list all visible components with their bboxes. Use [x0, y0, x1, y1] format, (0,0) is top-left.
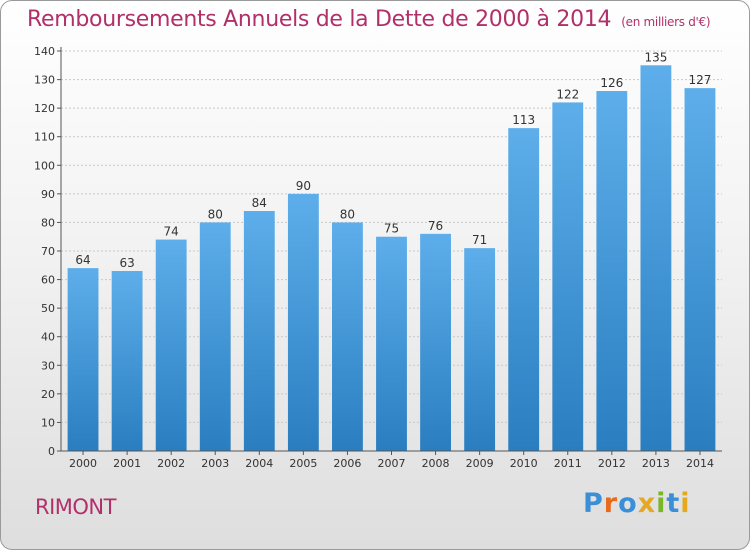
bar: [420, 233, 451, 451]
bar: [287, 193, 319, 451]
x-tick-label: 2010: [510, 457, 538, 470]
x-tick-label: 2003: [201, 457, 229, 470]
y-tick-label: 60: [41, 274, 55, 287]
x-tick-label: 2000: [69, 457, 97, 470]
x-tick-label: 2009: [466, 457, 494, 470]
bar: [464, 248, 496, 451]
x-tick-label: 2014: [686, 457, 714, 470]
chart-subtitle: (en milliers d'€): [621, 15, 711, 29]
bar-value-label: 75: [384, 222, 399, 236]
bar-value-label: 80: [340, 207, 355, 221]
y-tick-label: 0: [48, 445, 55, 458]
x-tick-label: 2012: [598, 457, 626, 470]
x-tick-label: 2002: [157, 457, 185, 470]
bar-value-label: 90: [296, 179, 311, 193]
bar: [155, 239, 187, 451]
bar: [552, 102, 584, 451]
x-tick-label: 2013: [642, 457, 670, 470]
logo-letter: P: [583, 488, 604, 519]
chart-title-text: Remboursements Annuels de la Dette de 20…: [27, 7, 612, 32]
axes: 0 10 20 30 40 50 60 70 80 90 100 110 120 130 140 2000 20…: [34, 45, 722, 470]
bar: [332, 222, 363, 451]
x-tick-label: 2007: [378, 457, 406, 470]
bar-value-label: 84: [252, 196, 267, 210]
x-tick-label: 2005: [289, 457, 317, 470]
y-tick-label: 100: [34, 159, 55, 172]
bar: [199, 222, 231, 451]
bar-value-label: 113: [512, 113, 535, 127]
x-tick-label: 2008: [422, 457, 450, 470]
bar-value-label: 74: [164, 225, 179, 239]
bars: 64 63 74 80 84 90 80 75 76 71 113 122 126 135 127: [67, 50, 716, 452]
y-tick-label: 130: [34, 74, 55, 87]
bar-value-label: 126: [600, 76, 623, 90]
bar-chart: 64 63 74 80 84 90 80 75 76 71 113 122 126 135 127 0 10 2…: [34, 45, 722, 470]
bar-value-label: 122: [556, 87, 579, 101]
logo-letter: i: [656, 488, 667, 519]
y-tick-label: 70: [41, 245, 55, 258]
bar: [67, 268, 99, 451]
y-tick-label: 40: [41, 331, 55, 344]
y-tick-label: 50: [41, 302, 55, 315]
y-tick-label: 20: [41, 388, 55, 401]
bar-value-label: 80: [208, 207, 223, 221]
y-tick-label: 90: [41, 188, 55, 201]
bar-value-label: 135: [644, 50, 667, 64]
x-tick-label: 2011: [554, 457, 582, 470]
logo-letter: t: [666, 488, 681, 519]
chart-title: Remboursements Annuels de la Dette de 20…: [27, 7, 711, 32]
bar-value-label: 71: [472, 233, 487, 247]
city-name: RIMONT: [35, 495, 116, 519]
bar-value-label: 63: [119, 256, 134, 270]
logo-letter: i: [680, 488, 691, 519]
bar-value-label: 64: [75, 253, 90, 267]
y-tick-label: 10: [41, 416, 55, 429]
bar: [640, 65, 672, 452]
y-tick-label: 110: [34, 131, 55, 144]
bar: [508, 128, 540, 451]
y-tick-label: 120: [34, 102, 55, 115]
y-tick-label: 30: [41, 359, 55, 372]
x-tick-label: 2006: [333, 457, 361, 470]
bar-value-label: 127: [689, 73, 712, 87]
y-tick-label: 80: [41, 216, 55, 229]
x-tick-label: 2004: [245, 457, 273, 470]
logo-letter: x: [637, 488, 657, 519]
bar: [684, 88, 716, 452]
x-tick-label: 2001: [113, 457, 141, 470]
proxiti-logo: Proxiti: [583, 488, 691, 519]
logo-letter: r: [603, 488, 619, 519]
bar: [111, 271, 143, 451]
bar: [596, 91, 628, 451]
y-tick-label: 140: [34, 45, 55, 58]
logo-letter: o: [618, 488, 638, 519]
bar-value-label: 76: [428, 219, 443, 233]
bar: [376, 236, 407, 451]
bar: [243, 211, 275, 451]
